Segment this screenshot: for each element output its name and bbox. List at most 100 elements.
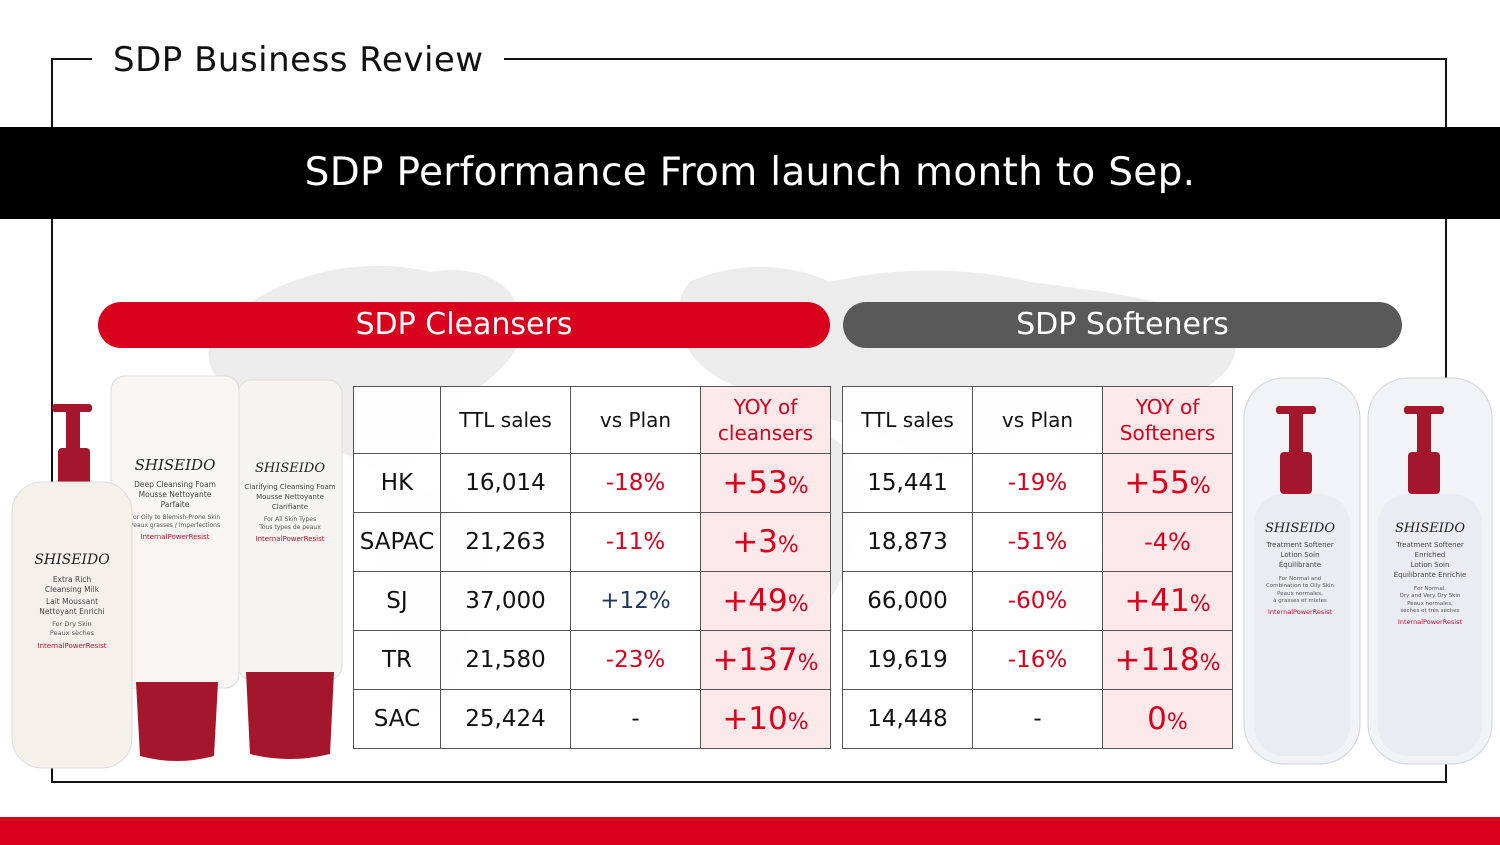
deep-foam-fr2: Parfaite	[161, 500, 190, 509]
yoy-percent-sign: %	[787, 474, 809, 499]
region-cell: SJ	[353, 571, 441, 631]
yoy-percent-sign: %	[787, 710, 809, 735]
clarifying-foam-tube: SHISEIDO Clarifying Cleansing Foam Mouss…	[237, 379, 343, 759]
region-cell: HK	[353, 453, 441, 513]
yoy-cell: +137%	[700, 630, 831, 690]
deep-foam-tag: InternalPowerResist	[141, 533, 210, 541]
deep-foam-brand: SHISEIDO	[135, 456, 216, 474]
cleansers-header-plan: vs Plan	[570, 386, 701, 454]
region-cell: SAPAC	[353, 512, 441, 572]
bottom-accent-bar	[0, 817, 1500, 845]
table-row: SJ 37,000 +12% +49%	[353, 571, 831, 631]
vs-plan-cell: -16%	[972, 630, 1103, 690]
softeners-header-yoy: YOY of Softeners	[1102, 386, 1233, 454]
yoy-value: +137	[712, 642, 798, 678]
softener-enriched-fr1: Lotion Soin	[1411, 561, 1450, 569]
vs-plan-cell: -11%	[570, 512, 701, 572]
banner-title: SDP Performance From launch month to Sep…	[304, 150, 1196, 195]
yoy-percent-sign: %	[1189, 592, 1211, 617]
cleansing-milk-tag: InternalPowerResist	[38, 642, 107, 650]
yoy-percent-sign: %	[797, 651, 819, 676]
cleansing-milk-name1: Extra Rich	[53, 575, 92, 584]
cleansers-header-empty	[353, 386, 441, 454]
table-row: SAPAC 21,263 -11% +3%	[353, 512, 831, 572]
cleansing-milk-fr1: Lait Moussant	[46, 597, 98, 606]
yoy-percent-sign: %	[1166, 710, 1188, 735]
table-row: 66,000 -60% +41%	[842, 571, 1233, 631]
clarifying-foam-tag: InternalPowerResist	[256, 535, 325, 543]
softener-enriched-tag: InternalPowerResist	[1398, 618, 1463, 626]
cleansing-milk-skin1: For Dry Skin	[52, 620, 92, 628]
region-cell: SAC	[353, 689, 441, 749]
table-row: HK 16,014 -18% +53%	[353, 453, 831, 513]
table-row: 18,873 -51% -4%	[842, 512, 1233, 572]
vs-plan-cell: -	[570, 689, 701, 749]
softener-products-image: SHISEIDO Treatment Softener Lotion Soin …	[1243, 377, 1493, 765]
yoy-value: +3	[732, 524, 778, 560]
cleansing-milk-brand: SHISEIDO	[34, 552, 110, 568]
table-row: 14,448 - 0%	[842, 689, 1233, 749]
softener-skin4: à grasses et mixtes	[1273, 597, 1327, 604]
softeners-table: TTL sales vs Plan YOY of Softeners 15,44…	[842, 386, 1233, 749]
softeners-header-ttl: TTL sales	[842, 386, 973, 454]
yoy-value: +10	[722, 701, 788, 737]
yoy-cell: +3%	[700, 512, 831, 572]
softener-brand: SHISEIDO	[1265, 521, 1335, 536]
softener-enriched-name2: Enriched	[1415, 551, 1446, 559]
softener-fr2: Équilibrante	[1279, 560, 1321, 569]
ttl-sales-cell: 16,014	[440, 453, 571, 513]
deep-foam-skin2: Peaux grasses / Imperfections	[130, 522, 220, 529]
softener-skin3: Peaux normales,	[1277, 591, 1323, 597]
vs-plan-cell: -51%	[972, 512, 1103, 572]
softener-fr1: Lotion Soin	[1281, 551, 1320, 559]
clarifying-foam-brand: SHISEIDO	[255, 461, 325, 476]
table-row: SAC 25,424 - +10%	[353, 689, 831, 749]
yoy-value: +53	[722, 465, 788, 501]
ttl-sales-cell: 66,000	[842, 571, 973, 631]
yoy-percent-sign: %	[1199, 651, 1221, 676]
ttl-sales-cell: 18,873	[842, 512, 973, 572]
softener-enriched-fr2: Équilibrante Enrichie	[1394, 570, 1467, 579]
softener-tag: InternalPowerResist	[1268, 608, 1333, 616]
yoy-cell: +10%	[700, 689, 831, 749]
softener-bottle: SHISEIDO Treatment Softener Lotion Soin …	[1243, 377, 1361, 765]
yoy-cell: +118%	[1102, 630, 1233, 690]
clarifying-foam-skin2: Tous types de peaux	[258, 524, 321, 531]
yoy-cell: -4%	[1102, 512, 1233, 572]
table-row: 19,619 -16% +118%	[842, 630, 1233, 690]
yoy-percent-sign: %	[777, 533, 799, 558]
yoy-cell: +53%	[700, 453, 831, 513]
vs-plan-cell: -	[972, 689, 1103, 749]
deep-foam-fr1: Mousse Nettoyante	[139, 490, 212, 499]
section-cleansers-label: SDP Cleansers	[98, 302, 830, 348]
softeners-header-plan: vs Plan	[972, 386, 1103, 454]
banner-bar	[0, 127, 1500, 219]
clarifying-foam-fr2: Clarifiante	[272, 503, 308, 511]
vs-plan-cell: -18%	[570, 453, 701, 513]
cleanser-products-image: SHISEIDO Clarifying Cleansing Foam Mouss…	[11, 375, 343, 769]
cleansing-milk-name2: Cleansing Milk	[45, 585, 100, 594]
yoy-cell: +55%	[1102, 453, 1233, 513]
clarifying-foam-fr1: Mousse Nettoyante	[256, 493, 324, 501]
ttl-sales-cell: 15,441	[842, 453, 973, 513]
yoy-cell: +41%	[1102, 571, 1233, 631]
yoy-value: +41	[1124, 583, 1190, 619]
cleansers-table: TTL sales vs Plan YOY of cleansers HK 16…	[353, 386, 831, 749]
deep-foam-tube: SHISEIDO Deep Cleansing Foam Mousse Nett…	[110, 375, 240, 761]
softener-enriched-brand: SHISEIDO	[1395, 521, 1465, 536]
ttl-sales-cell: 21,580	[440, 630, 571, 690]
deep-foam-name: Deep Cleansing Foam	[134, 480, 216, 489]
softener-enriched-skin2: Dry and Very Dry Skin	[1400, 593, 1461, 599]
softener-enriched-skin4: sèches et très sèches	[1400, 607, 1459, 614]
title-background	[92, 30, 504, 90]
softener-enriched-skin3: Peaux normales,	[1407, 601, 1453, 607]
cleansers-header-row: TTL sales vs Plan YOY of cleansers	[353, 386, 831, 454]
yoy-value: +55	[1124, 465, 1190, 501]
page-title: SDP Business Review	[113, 40, 484, 80]
yoy-cell: +49%	[700, 571, 831, 631]
yoy-value: -4%	[1144, 528, 1191, 556]
cleansing-milk-skin2: Peaux sèches	[50, 629, 95, 637]
ttl-sales-cell: 37,000	[440, 571, 571, 631]
deep-foam-skin1: For Oily to Blemish-Prone Skin	[130, 514, 221, 521]
softener-name: Treatment Softener	[1265, 541, 1334, 549]
